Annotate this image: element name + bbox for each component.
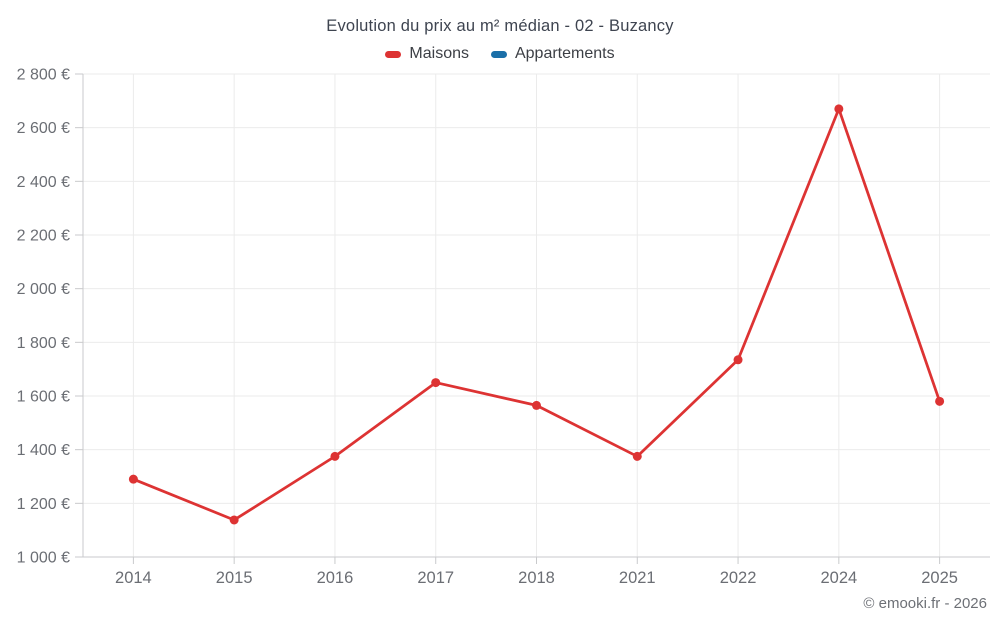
y-tick-label: 2 600 €	[17, 120, 70, 137]
legend: Maisons Appartements	[0, 45, 1000, 63]
legend-item-appartements[interactable]: Appartements	[490, 45, 615, 63]
data-point-maisons-2022[interactable]	[733, 355, 743, 365]
copyright: © emooki.fr - 2026	[863, 595, 987, 612]
legend-item-maisons[interactable]: Maisons	[385, 45, 469, 63]
x-tick-label: 2018	[518, 569, 555, 587]
y-tick-label: 1 600 €	[17, 389, 70, 406]
x-tick-label: 2021	[619, 569, 656, 587]
y-tick-label: 1 200 €	[17, 496, 70, 513]
y-tick-label: 1 800 €	[17, 335, 70, 352]
x-tick-label: 2025	[921, 569, 958, 587]
x-tick-label: 2016	[317, 569, 354, 587]
x-tick-label: 2015	[216, 569, 253, 587]
legend-label-maisons: Maisons	[409, 45, 469, 62]
data-point-maisons-2018[interactable]	[532, 400, 541, 410]
data-point-maisons-2025[interactable]	[935, 396, 945, 406]
y-tick-label: 2 400 €	[17, 174, 70, 191]
y-tick-label: 2 800 €	[17, 67, 70, 84]
x-tick-label: 2017	[417, 569, 454, 587]
data-point-maisons-2014[interactable]	[128, 474, 138, 484]
x-tick-label: 2022	[720, 569, 757, 587]
y-tick-label: 1 400 €	[17, 442, 70, 459]
y-tick-label: 1 000 €	[17, 550, 70, 567]
chart-title: Evolution du prix au m² médian - 02 - Bu…	[326, 17, 674, 35]
legend-label-appartements: Appartements	[514, 45, 615, 62]
data-point-maisons-2017[interactable]	[431, 378, 441, 388]
data-point-maisons-2016[interactable]	[330, 451, 340, 461]
x-tick-label: 2024	[820, 569, 857, 587]
data-point-maisons-2021[interactable]	[632, 451, 642, 461]
x-tick-label: 2014	[115, 569, 152, 587]
legend-swatch-appartements	[490, 50, 507, 58]
y-tick-label: 2 200 €	[17, 228, 70, 245]
y-tick-label: 2 000 €	[17, 281, 70, 298]
data-point-maisons-2015[interactable]	[229, 515, 239, 525]
data-point-maisons-2024[interactable]	[834, 104, 844, 114]
legend-swatch-maisons	[385, 50, 402, 58]
